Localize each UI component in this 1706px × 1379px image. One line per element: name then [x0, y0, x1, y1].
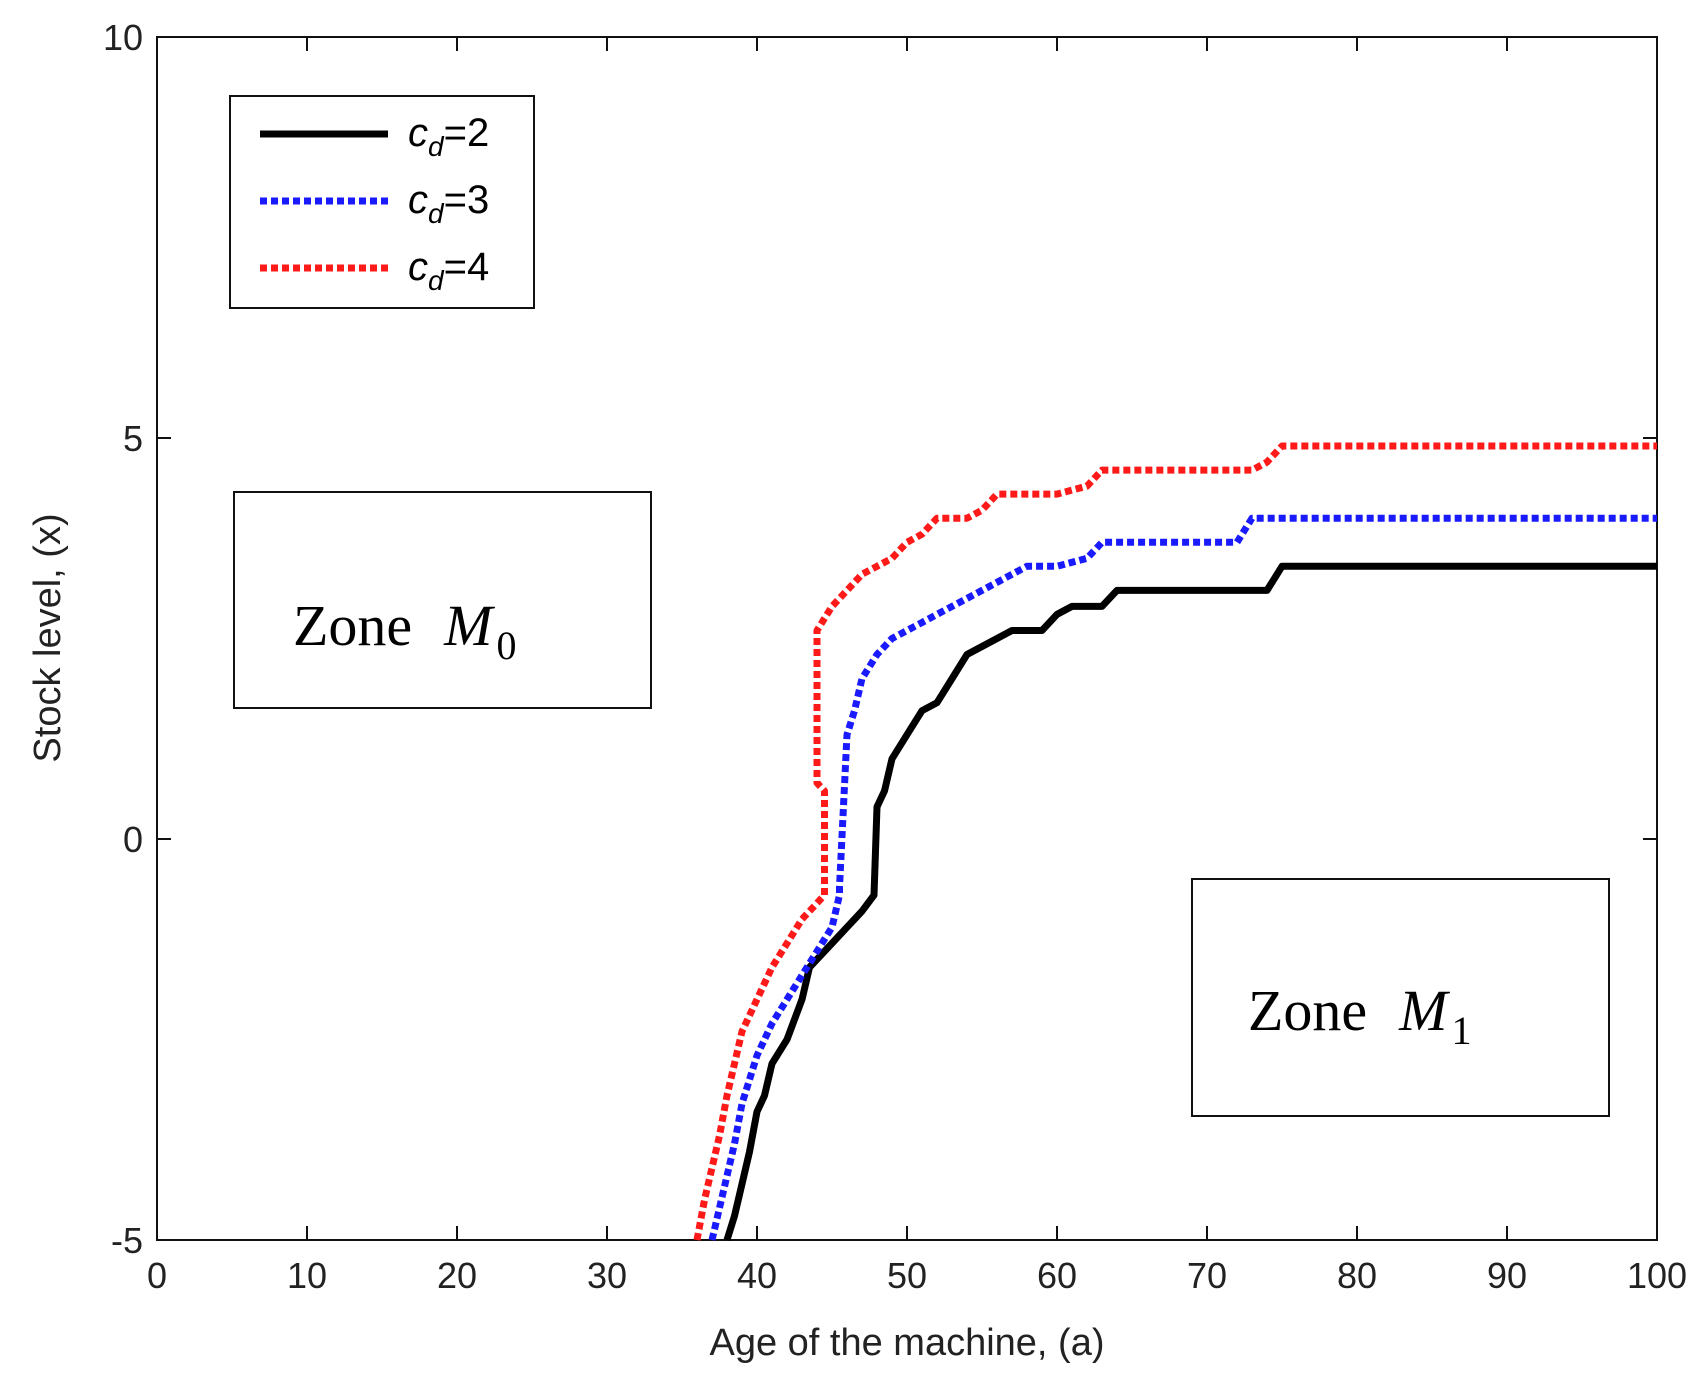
legend-label-1: cd=2	[408, 111, 489, 162]
series-layer	[693, 442, 1657, 1242]
y-tick-label: -5	[111, 1220, 143, 1261]
legend-label-3: cd=4	[408, 245, 489, 296]
x-tick-label: 10	[287, 1255, 327, 1296]
x-tick-label: 0	[147, 1255, 167, 1296]
legend: cd=2 cd=3 cd=4	[229, 95, 535, 309]
x-tick-label: 70	[1187, 1255, 1227, 1296]
series-line-1	[723, 562, 1657, 1242]
series-line-3	[693, 442, 1657, 1241]
legend-label-2: cd=3	[408, 178, 489, 229]
zone-m0-label: Zone M 0	[293, 593, 517, 668]
x-tick-label: 30	[587, 1255, 627, 1296]
series-line-2	[708, 514, 1657, 1241]
x-tick-label: 100	[1627, 1255, 1687, 1296]
zone-m1-label: Zone M 1	[1248, 978, 1472, 1053]
y-tick-label: 0	[123, 819, 143, 860]
x-tick-label: 20	[437, 1255, 477, 1296]
x-axis-label: Age of the machine, (a)	[710, 1322, 1105, 1364]
x-tick-label: 40	[737, 1255, 777, 1296]
y-tick-label: 10	[103, 17, 143, 58]
y-axis-label: Stock level, (x)	[27, 513, 69, 762]
y-tick-label: 5	[123, 418, 143, 459]
zone-m1-box: Zone M 1	[1191, 878, 1610, 1117]
x-tick-label: 60	[1037, 1255, 1077, 1296]
x-tick-label: 50	[887, 1255, 927, 1296]
x-tick-label: 80	[1337, 1255, 1377, 1296]
zone-m0-box: Zone M 0	[233, 491, 652, 709]
x-tick-label: 90	[1487, 1255, 1527, 1296]
